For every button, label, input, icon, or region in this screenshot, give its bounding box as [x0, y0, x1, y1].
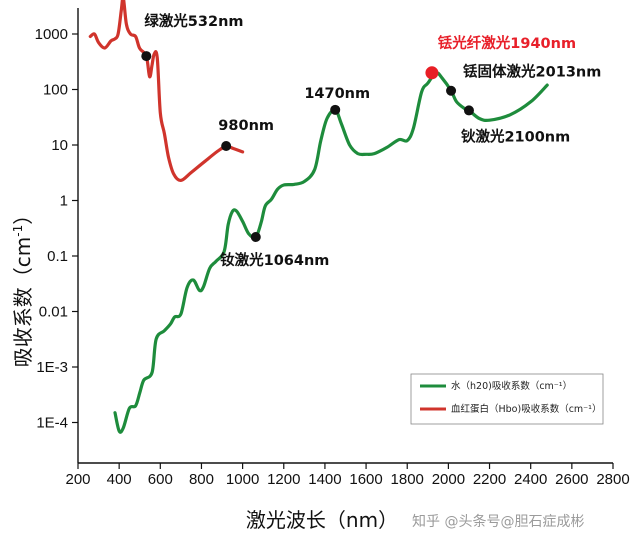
x-axis-title: 激光波长（nm）	[246, 508, 398, 532]
y-tick-label: 1E-4	[36, 415, 68, 432]
x-tick-marks: 200 400 600 800 1000 1200 1400 1600 1800 2000 2200…	[65, 463, 630, 488]
y-tick-label: 1E-3	[36, 359, 68, 376]
y-axis-title-main: 吸收系数（cm	[11, 237, 35, 367]
x-tick-label: 800	[189, 471, 214, 488]
wavelength-marker-label: 绿激光532nm	[144, 12, 243, 30]
wavelength-marker-label: 铥光纤激光1940nm	[438, 34, 576, 52]
wavelength-marker-label: 钕激光1064nm	[220, 251, 329, 269]
x-tick-label: 1600	[349, 471, 382, 488]
wavelength-marker	[330, 104, 341, 115]
y-tick-label: 0.01	[39, 304, 68, 321]
wavelength-marker	[221, 140, 232, 151]
wavelength-marker	[250, 231, 261, 242]
wavelength-marker	[425, 66, 439, 80]
x-tick-label: 2800	[596, 471, 629, 488]
hemoglobin-absorption-line	[88, 0, 245, 183]
x-tick-label: 2400	[514, 471, 547, 488]
x-tick-label: 1000	[226, 471, 259, 488]
wavelength-marker-label: 铥固体激光2013nm	[463, 63, 601, 81]
x-tick-label: 600	[148, 471, 173, 488]
legend-label-water: 水（h20)吸收系数（cm⁻¹）	[451, 380, 572, 392]
marker-layer: 绿激光532nm 980nm 钕激光1064nm 1470nm 铥光纤激光1940nm 铥…	[141, 12, 601, 269]
wavelength-marker	[446, 85, 457, 96]
watermark: 知乎 @头条号@胆石症成彬	[412, 513, 584, 530]
y-axis-title-close: ）	[11, 205, 35, 225]
y-axis-title: 吸收系数（cm-1）	[11, 205, 35, 367]
y-tick-label: 1	[60, 193, 68, 210]
y-tick-label: 1000	[35, 26, 68, 43]
x-tick-label: 1800	[391, 471, 424, 488]
wavelength-marker	[141, 51, 152, 62]
x-tick-label: 1200	[267, 471, 300, 488]
legend: 水（h20)吸收系数（cm⁻¹） 血红蛋白（Hbo)吸收系数（cm⁻¹）	[410, 373, 604, 425]
wavelength-marker	[463, 105, 474, 116]
x-tick-label: 2600	[555, 471, 588, 488]
x-tick-label: 200	[65, 471, 90, 488]
x-tick-label: 2200	[473, 471, 506, 488]
wavelength-marker-label: 980nm	[218, 118, 274, 134]
y-tick-label: 100	[43, 82, 68, 99]
x-tick-label: 400	[107, 471, 132, 488]
y-axis-title-sup: -1	[11, 225, 25, 237]
x-tick-label: 1400	[308, 471, 341, 488]
wavelength-marker-label: 1470nm	[304, 86, 370, 102]
x-tick-label: 2000	[432, 471, 465, 488]
legend-label-hbo: 血红蛋白（Hbo)吸收系数（cm⁻¹）	[451, 403, 602, 415]
legend-box	[410, 373, 604, 425]
wavelength-marker-label: 钬激光2100nm	[461, 127, 570, 145]
y-tick-label: 0.1	[47, 248, 68, 265]
y-tick-label: 10	[51, 137, 68, 154]
y-tick-marks: 1000 100 10 1 0.1 0.01 1E-3 1E-4	[35, 26, 78, 432]
